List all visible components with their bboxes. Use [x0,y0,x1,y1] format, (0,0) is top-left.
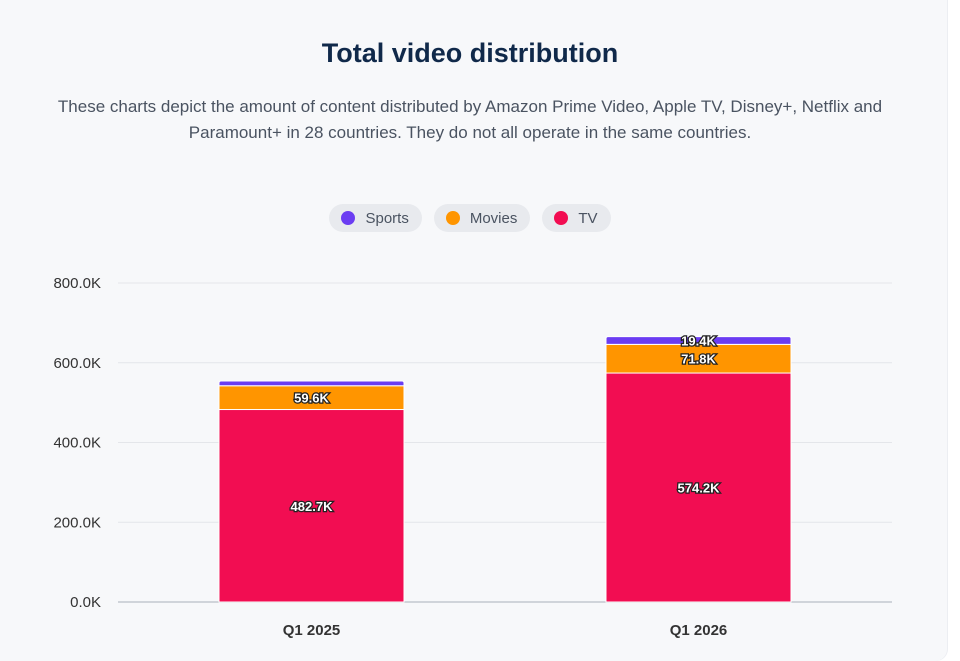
data-label: 59.6K [294,391,329,406]
data-label: 71.8K [681,352,716,367]
y-tick-label: 800.0K [53,275,101,292]
y-tick-label: 0.0K [70,594,101,611]
bar-segment-sports [218,380,405,387]
x-category-label: Q1 2025 [283,622,341,639]
data-label: 19.4K [681,334,716,349]
legend-item-tv[interactable]: TV [542,204,611,232]
legend-dot-icon [445,211,460,225]
chart-title: Total video distribution [321,38,619,68]
legend-item-sports[interactable]: Sports [329,204,422,232]
bar-segment-sports [605,336,792,345]
chart-subtitle: These charts depict the amount of conten… [57,97,883,142]
x-category-label: Q1 2026 [670,622,728,639]
legend-item-movies[interactable]: Movies [433,204,531,232]
bar-segment-tv [218,409,405,603]
y-tick-label: 200.0K [53,514,101,531]
legend-label: Sports [365,209,409,227]
legend-dot-icon [554,211,569,225]
bar-segment-tv [605,372,792,603]
legend-label: Movies [469,209,518,227]
legend-dot-icon [341,211,356,225]
legend: Sports Movies TV [0,204,940,232]
data-label: 574.2K [678,481,721,496]
legend-label: TV [578,209,598,227]
y-tick-label: 400.0K [53,435,101,452]
data-label: 482.7K [291,499,334,514]
y-tick-label: 600.0K [53,355,101,372]
